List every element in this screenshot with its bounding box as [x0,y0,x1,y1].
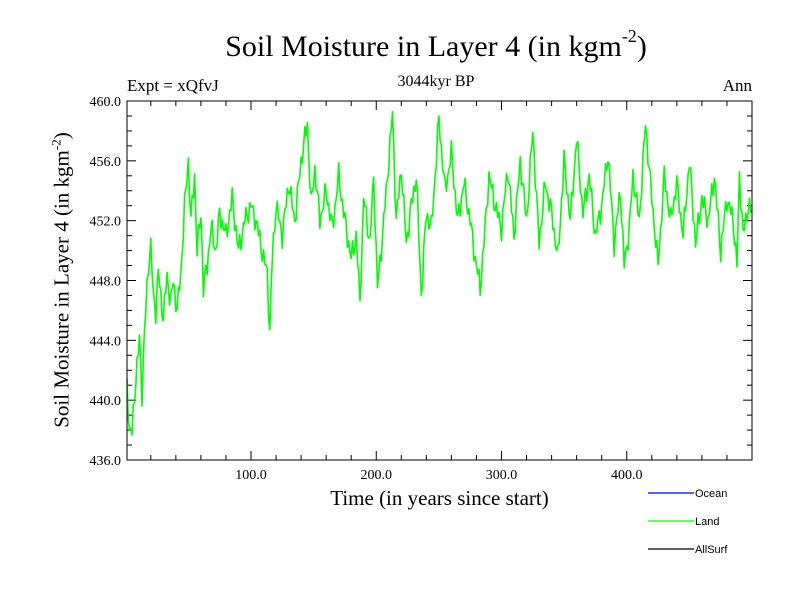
x-tick-label: 100.0 [235,468,267,483]
y-tick-label: 444.0 [90,334,122,349]
axis-ticks: 436.0 440.0 444.0 448.0 452.0 456.0 460.0 100.0… [90,95,752,483]
y-tick-label: 452.0 [90,215,122,230]
experiment-label: Expt = xQfvJ [127,76,219,95]
y-tick-label: 440.0 [90,394,122,409]
legend-label: Ocean [695,488,727,500]
legend-label: AllSurf [695,544,728,556]
chart-subtitle: 3044kyr BP [397,73,475,90]
series-line-land [126,110,753,436]
y-tick-label: 460.0 [90,95,122,110]
x-tick-label: 300.0 [486,468,518,483]
x-tick-label: 400.0 [611,468,643,483]
legend-label: Land [695,516,719,528]
series-group [126,110,753,436]
y-tick-label: 436.0 [90,454,122,469]
legend: Ocean Land AllSurf [648,488,728,556]
x-tick-label: 200.0 [360,468,392,483]
season-label: Ann [722,76,752,95]
chart-title: Soil Moisture in Layer 4 (in kgm-2) [225,26,647,63]
x-axis-label: Time (in years since start) [330,486,549,510]
plot-frame [126,100,753,461]
y-tick-label: 448.0 [90,275,122,290]
y-tick-label: 456.0 [90,155,122,170]
